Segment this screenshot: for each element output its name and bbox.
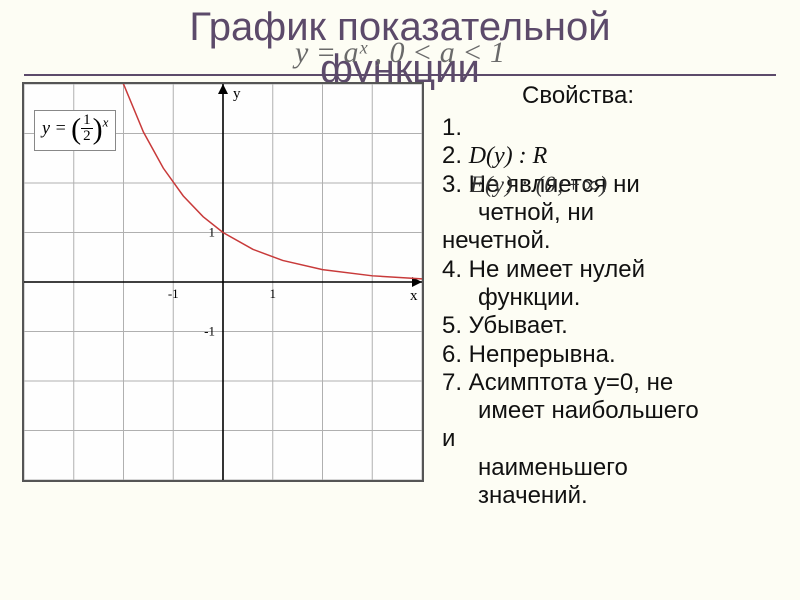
svg-text:x: x <box>410 288 418 304</box>
legend-fraction: 12 <box>81 113 93 144</box>
prop-2: 2. D(y) : R <box>442 142 800 170</box>
prop-7d: наименьшего <box>442 454 800 482</box>
prop-3c: нечетной. <box>442 227 800 255</box>
prop-1: 1. <box>442 114 800 142</box>
prop-5: 5. Убывает. <box>442 312 800 340</box>
legend-paren-r: ) <box>93 113 103 146</box>
properties-heading: Свойства: <box>522 82 800 110</box>
prop-7a: 7. Асимптота y=0, не <box>442 369 800 397</box>
equation: y = aˣ , 0 < a < 1 <box>0 36 800 70</box>
graph-column: -11-11xy y = (12)x <box>0 82 430 510</box>
svg-text:1: 1 <box>209 225 216 240</box>
prop-4b: функции. <box>442 284 800 312</box>
legend-exponent: x <box>103 115 109 130</box>
properties-column: Свойства: 1. 2. D(y) : R E(y) : (0;+∞) 3… <box>430 82 800 510</box>
legend-paren-l: ( <box>71 113 81 146</box>
legend-y: y = <box>42 118 67 138</box>
svg-text:1: 1 <box>270 286 277 301</box>
prop-3-behind: E(y) : (0;+∞) <box>470 171 608 198</box>
prop-4a: 4. Не имеет нулей <box>442 256 800 284</box>
prop-7c: и <box>442 425 800 453</box>
svg-text:-1: -1 <box>204 324 215 339</box>
graph-box: -11-11xy y = (12)x <box>22 82 424 482</box>
svg-text:y: y <box>233 86 241 102</box>
prop-7b: имеет наибольшего <box>442 397 800 425</box>
prop-7e: значений. <box>442 482 800 510</box>
prop-6: 6. Непрерывна. <box>442 341 800 369</box>
prop-3: E(y) : (0;+∞) 3. Не является ни <box>442 171 800 199</box>
svg-text:-1: -1 <box>168 286 179 301</box>
content-row: -11-11xy y = (12)x Свойства: 1. 2. D(y) … <box>0 82 800 510</box>
function-legend: y = (12)x <box>34 110 116 151</box>
prop-3b: четной, ни <box>442 199 800 227</box>
